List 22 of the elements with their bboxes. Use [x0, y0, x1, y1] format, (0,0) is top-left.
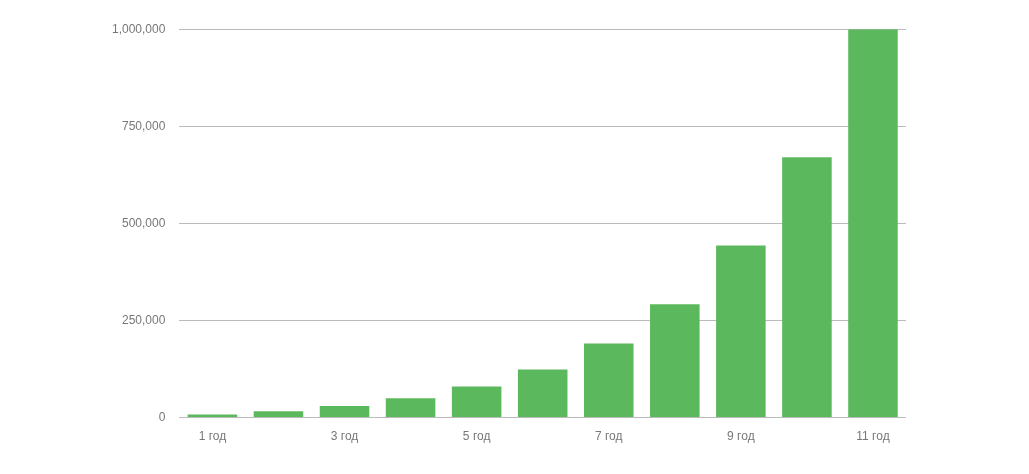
bar	[187, 414, 238, 418]
bar	[782, 157, 832, 418]
bar	[517, 369, 568, 418]
bar	[716, 245, 766, 418]
bar	[451, 386, 502, 418]
bar	[848, 29, 898, 418]
y-tick-label: 500,000	[121, 215, 166, 230]
y-tick-label: 1,000,000	[111, 21, 166, 36]
x-tick-label: 1 год	[198, 429, 227, 444]
bar	[253, 411, 304, 418]
x-tick-label: 11 год	[856, 429, 890, 444]
y-tick-label: 250,000	[121, 312, 166, 327]
y-tick-label: 750,000	[121, 118, 166, 133]
bar	[650, 304, 700, 418]
y-tick-label: 0	[158, 409, 166, 424]
bar	[385, 398, 436, 418]
x-tick-label: 3 год	[330, 429, 359, 444]
bar	[583, 343, 634, 418]
x-tick-label: 5 год	[462, 429, 491, 444]
bar	[319, 405, 370, 418]
x-tick-label: 7 год	[594, 429, 623, 444]
x-tick-label: 9 год	[727, 429, 755, 444]
